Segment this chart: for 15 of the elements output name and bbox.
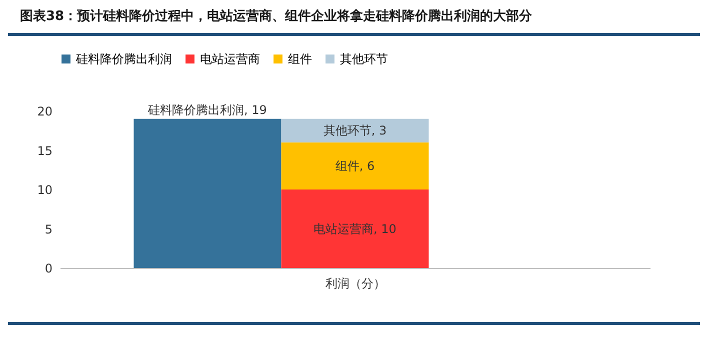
y-tick-label: 15 bbox=[37, 144, 52, 158]
chart-title: 图表38：预计硅料降价过程中，电站运营商、组件企业将拿走硅料降价腾出利润的大部分 bbox=[20, 8, 534, 24]
data-label: 硅料降价腾出利润, 19 bbox=[147, 102, 267, 117]
legend-label: 其他环节 bbox=[340, 52, 388, 66]
x-axis-title: 利润（分） bbox=[326, 276, 386, 290]
y-tick-label: 5 bbox=[44, 222, 52, 236]
legend-label: 组件 bbox=[288, 52, 312, 66]
data-label: 其他环节, 3 bbox=[323, 124, 387, 138]
y-tick-label: 0 bbox=[44, 262, 52, 276]
data-label: 电站运营商, 10 bbox=[314, 222, 396, 236]
legend-label: 电站运营商 bbox=[200, 52, 260, 66]
data-label: 组件, 6 bbox=[335, 158, 375, 173]
y-tick-label: 10 bbox=[37, 183, 52, 197]
legend-label: 硅料降价腾出利润 bbox=[75, 52, 172, 66]
y-tick-label: 20 bbox=[37, 104, 52, 118]
